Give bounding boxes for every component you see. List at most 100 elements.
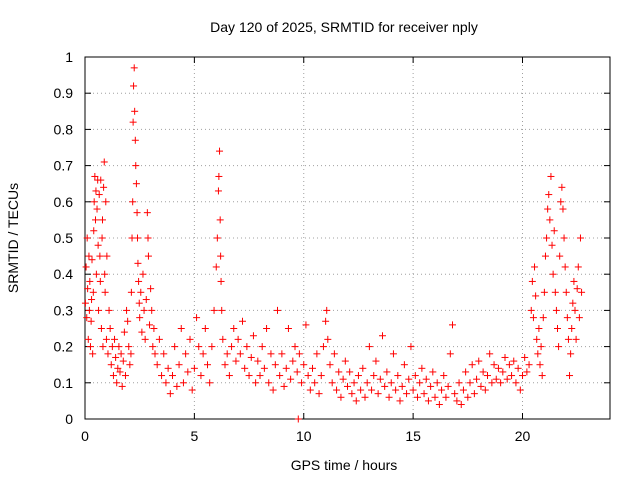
data-point [529,314,537,322]
y-tick-label: 0.9 [54,85,74,101]
data-point [175,361,183,369]
data-point [228,343,236,351]
data-point [348,390,356,398]
data-point [173,382,181,390]
data-point [344,382,351,390]
data-point [368,386,376,394]
data-point [550,227,558,235]
data-point [536,361,544,369]
data-point [90,198,98,206]
x-tick-label: 15 [405,428,421,444]
data-point [365,343,373,351]
data-point [484,372,491,380]
data-point [135,299,143,307]
data-point [106,325,114,332]
data-point [92,270,100,278]
tick-labels: 0 5 10 15 20 0 0.1 0.2 0.3 0.4 0.5 0.6 0.7 0.8 0.9 1 [54,49,531,444]
data-point [103,252,111,260]
data-point [252,379,260,387]
data-point [533,335,541,343]
data-point [499,368,507,376]
data-point [547,172,555,180]
data-point [431,393,439,401]
data-point [204,361,211,369]
data-point [503,375,511,383]
data-point [516,386,524,394]
data-point [497,379,505,387]
data-point [451,390,459,398]
data-point [263,325,271,332]
data-point [543,234,551,242]
data-point [284,325,292,332]
data-point [479,368,487,376]
data-point [570,277,578,285]
data-point [350,379,358,387]
data-point [278,350,286,358]
data-point [127,350,135,358]
data-point [475,357,483,365]
data-point [531,263,539,271]
data-point [541,252,549,260]
data-point [453,397,461,405]
data-point [578,288,586,296]
data-point [126,361,134,369]
x-tick-label: 10 [296,428,312,444]
data-point [83,234,91,242]
data-point [363,379,371,387]
data-point [416,379,424,387]
data-point [357,386,365,394]
data-point [552,306,560,314]
data-point [171,343,179,351]
data-point [210,306,218,314]
data-point [420,390,428,398]
data-point [215,172,223,180]
data-point [166,390,174,398]
data-point [446,350,454,358]
data-point [85,306,93,314]
data-point [304,372,312,380]
data-point [462,368,470,376]
data-point [545,191,553,199]
data-point [383,368,391,376]
data-point [539,314,547,322]
y-tick-label: 0.2 [54,339,74,355]
data-point [302,321,310,329]
data-point [225,372,233,380]
data-point [129,118,137,126]
data-point [121,372,129,380]
data-point [385,393,393,401]
data-point [190,364,198,372]
data-point [239,317,246,325]
data-point [162,379,170,387]
data-points [81,64,586,423]
data-point [381,382,389,390]
data-point [488,379,496,387]
x-tick-label: 20 [515,428,531,444]
data-point [282,364,290,372]
data-point [217,277,225,285]
data-point [546,216,554,224]
x-axis-label: GPS time / hours [291,457,398,473]
data-point [112,353,120,361]
data-point [125,343,133,351]
data-point [459,386,467,394]
data-point [186,335,194,343]
data-point [568,325,576,332]
data-point [223,350,231,358]
data-point [538,372,546,380]
data-point [317,372,325,380]
data-point [323,306,331,314]
data-point [549,270,557,278]
data-point [95,191,103,199]
data-point [155,335,163,343]
data-point [559,205,567,213]
data-point [293,368,301,376]
data-point [563,314,571,322]
data-point [216,147,224,155]
data-point [213,234,221,242]
data-point [560,234,568,242]
data-point [130,64,138,72]
y-tick-label: 0.5 [54,230,74,246]
data-point [535,325,543,332]
data-point [136,314,144,322]
